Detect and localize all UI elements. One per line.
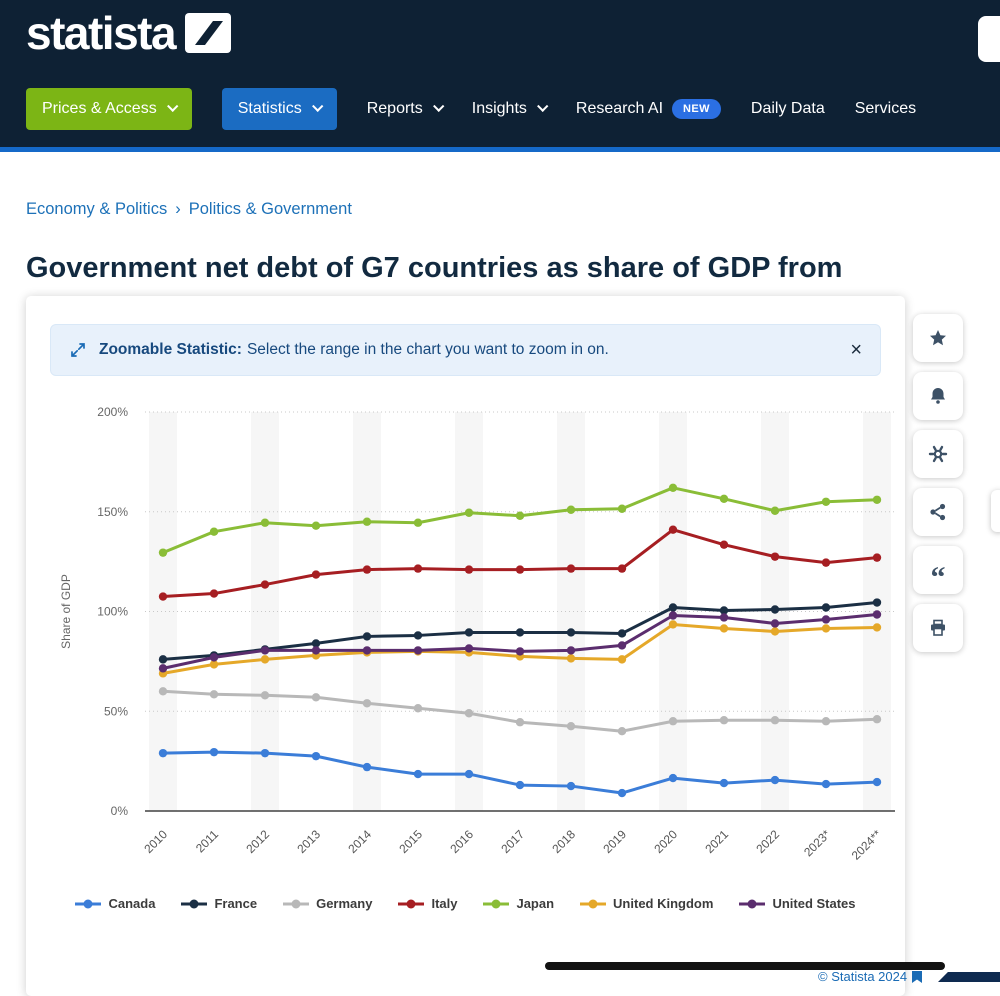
horizontal-scrollbar[interactable] xyxy=(545,962,945,970)
legend-marker-icon xyxy=(739,899,766,908)
search-button-cutoff[interactable] xyxy=(978,16,1000,62)
svg-text:50%: 50% xyxy=(104,704,128,718)
legend-item-france[interactable]: France xyxy=(181,896,257,911)
statistic-card: Zoomable Statistic: Select the range in … xyxy=(26,296,905,996)
statista-logo[interactable]: statista xyxy=(26,7,232,59)
legend-marker-icon xyxy=(283,899,310,908)
nav-prices-access-button[interactable]: Prices & Access xyxy=(26,88,192,130)
legend-marker-icon xyxy=(483,899,510,908)
svg-text:2013: 2013 xyxy=(294,827,323,856)
zoomable-statistic-banner: Zoomable Statistic: Select the range in … xyxy=(50,324,881,376)
legend-item-japan[interactable]: Japan xyxy=(483,896,554,911)
svg-text:2019: 2019 xyxy=(600,827,629,856)
gear-icon xyxy=(928,445,948,463)
svg-text:2018: 2018 xyxy=(549,827,578,856)
banner-bold-text: Zoomable Statistic: xyxy=(99,341,242,358)
breadcrumb-separator: › xyxy=(175,200,181,218)
banner-text: Select the range in the chart you want t… xyxy=(246,341,609,358)
favorite-button[interactable] xyxy=(913,314,963,362)
printer-icon xyxy=(931,619,945,636)
copyright-notice[interactable]: © Statista 2024 xyxy=(818,969,923,984)
gdp-line-chart[interactable]: 0% 50% 100% 150% 200% 2010 2011 2012 2013 2014 201… xyxy=(30,390,902,885)
legend-marker-icon xyxy=(580,899,607,908)
svg-text:2010: 2010 xyxy=(141,827,170,856)
nav-reports[interactable]: Reports xyxy=(367,100,445,118)
bell-icon xyxy=(931,388,945,404)
share-icon xyxy=(930,503,946,521)
svg-text:2012: 2012 xyxy=(243,827,272,856)
nav-statistics-button[interactable]: Statistics xyxy=(221,88,337,130)
breadcrumb: Economy & Politics › Politics & Governme… xyxy=(26,200,352,219)
legend-marker-icon xyxy=(398,899,425,908)
nav-research-ai[interactable]: Research AI NEW xyxy=(576,99,721,119)
svg-text:2021: 2021 xyxy=(702,827,731,856)
chart-legend: Canada France Germany Italy Japan United King… xyxy=(26,896,905,911)
chevron-down-icon xyxy=(311,100,324,112)
nav-insights[interactable]: Insights xyxy=(472,100,549,118)
share-button[interactable] xyxy=(913,488,963,536)
breadcrumb-economy-politics[interactable]: Economy & Politics xyxy=(26,200,168,218)
cite-button[interactable]: “ xyxy=(913,546,963,594)
notifications-button[interactable] xyxy=(913,372,963,420)
star-icon xyxy=(930,330,946,346)
settings-button[interactable] xyxy=(913,430,963,478)
legend-marker-icon xyxy=(75,899,102,908)
svg-text:2022: 2022 xyxy=(753,827,782,856)
svg-text:Share of GDP: Share of GDP xyxy=(59,574,73,649)
nav-daily-data[interactable]: Daily Data xyxy=(750,100,825,117)
svg-text:2023*: 2023* xyxy=(801,827,833,859)
statista-logo-icon xyxy=(185,13,232,53)
legend-item-united-kingdom[interactable]: United Kingdom xyxy=(580,896,713,911)
chevron-down-icon xyxy=(166,100,179,112)
flag-icon xyxy=(912,970,923,983)
svg-text:2011: 2011 xyxy=(193,827,221,855)
legend-item-canada[interactable]: Canada xyxy=(75,896,155,911)
svg-text:150%: 150% xyxy=(97,505,128,519)
chevron-down-icon xyxy=(432,100,445,112)
nav-services[interactable]: Services xyxy=(854,100,917,117)
svg-text:2015: 2015 xyxy=(396,827,425,856)
corner-wedge-decoration xyxy=(938,972,1000,982)
new-badge: NEW xyxy=(672,99,721,119)
svg-text:100%: 100% xyxy=(97,605,128,619)
side-toolbar: “ xyxy=(913,314,963,652)
site-header: statista Prices & Access Statistics Repo… xyxy=(0,0,1000,152)
close-icon[interactable]: × xyxy=(850,339,862,361)
svg-text:0%: 0% xyxy=(111,804,129,818)
legend-item-italy[interactable]: Italy xyxy=(398,896,457,911)
legend-marker-icon xyxy=(181,899,208,908)
svg-text:200%: 200% xyxy=(97,405,128,419)
svg-text:2020: 2020 xyxy=(651,827,680,856)
floating-button-cutoff[interactable] xyxy=(991,490,1000,532)
svg-text:2014: 2014 xyxy=(345,827,374,856)
main-nav: Prices & Access Statistics Reports Insig… xyxy=(26,88,916,130)
header-accent-bar xyxy=(0,147,1000,152)
expand-zoom-icon xyxy=(71,343,85,357)
logo-wordmark: statista xyxy=(26,7,177,59)
svg-text:2024**: 2024** xyxy=(849,827,885,863)
legend-item-united-states[interactable]: United States xyxy=(739,896,856,911)
legend-item-germany[interactable]: Germany xyxy=(283,896,372,911)
breadcrumb-politics-government[interactable]: Politics & Government xyxy=(188,200,352,218)
page-title: Government net debt of G7 countries as s… xyxy=(26,252,843,285)
svg-text:2017: 2017 xyxy=(498,827,527,856)
chevron-down-icon xyxy=(536,100,549,112)
svg-text:2016: 2016 xyxy=(447,827,476,856)
print-button[interactable] xyxy=(913,604,963,652)
